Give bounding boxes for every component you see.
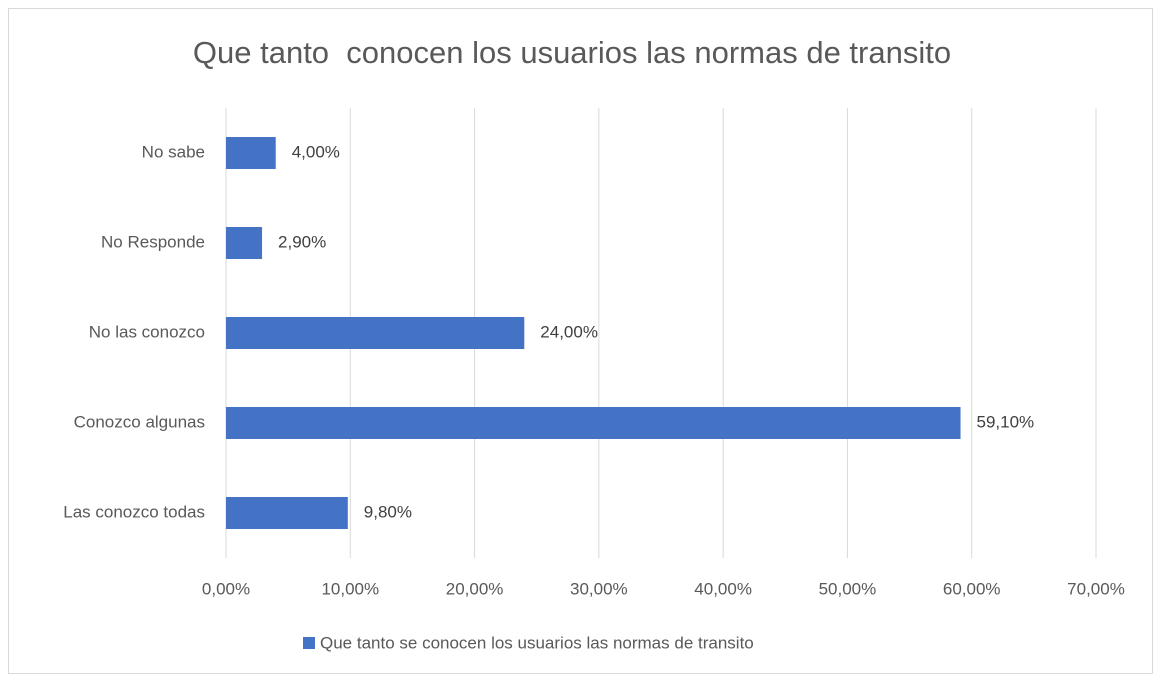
legend-swatch: [303, 637, 315, 649]
data-label: 2,90%: [278, 232, 326, 251]
y-tick-label: Conozco algunas: [74, 412, 205, 431]
y-tick-label: No Responde: [101, 232, 205, 251]
chart-title: Que tanto conocen los usuarios las norma…: [193, 35, 951, 70]
bar: [226, 497, 348, 529]
legend-label: Que tanto se conocen los usuarios las no…: [320, 633, 754, 652]
x-tick-label: 60,00%: [943, 579, 1001, 598]
x-tick-label: 70,00%: [1067, 579, 1125, 598]
x-tick-label: 30,00%: [570, 579, 628, 598]
x-tick-label: 20,00%: [446, 579, 504, 598]
x-tick-label: 50,00%: [819, 579, 877, 598]
bar: [226, 317, 525, 349]
y-tick-label: No las conozco: [89, 322, 205, 341]
bar: [226, 137, 276, 169]
data-label: 24,00%: [540, 322, 598, 341]
y-tick-label: No sabe: [142, 142, 205, 161]
data-label: 4,00%: [292, 142, 340, 161]
bar: [226, 407, 961, 439]
chart-border: [8, 8, 1153, 674]
bar: [226, 227, 263, 259]
x-tick-label: 40,00%: [694, 579, 752, 598]
data-label: 59,10%: [977, 412, 1035, 431]
data-label: 9,80%: [364, 502, 412, 521]
x-tick-label: 10,00%: [321, 579, 379, 598]
x-tick-label: 0,00%: [202, 579, 250, 598]
y-tick-label: Las conozco todas: [63, 502, 205, 521]
